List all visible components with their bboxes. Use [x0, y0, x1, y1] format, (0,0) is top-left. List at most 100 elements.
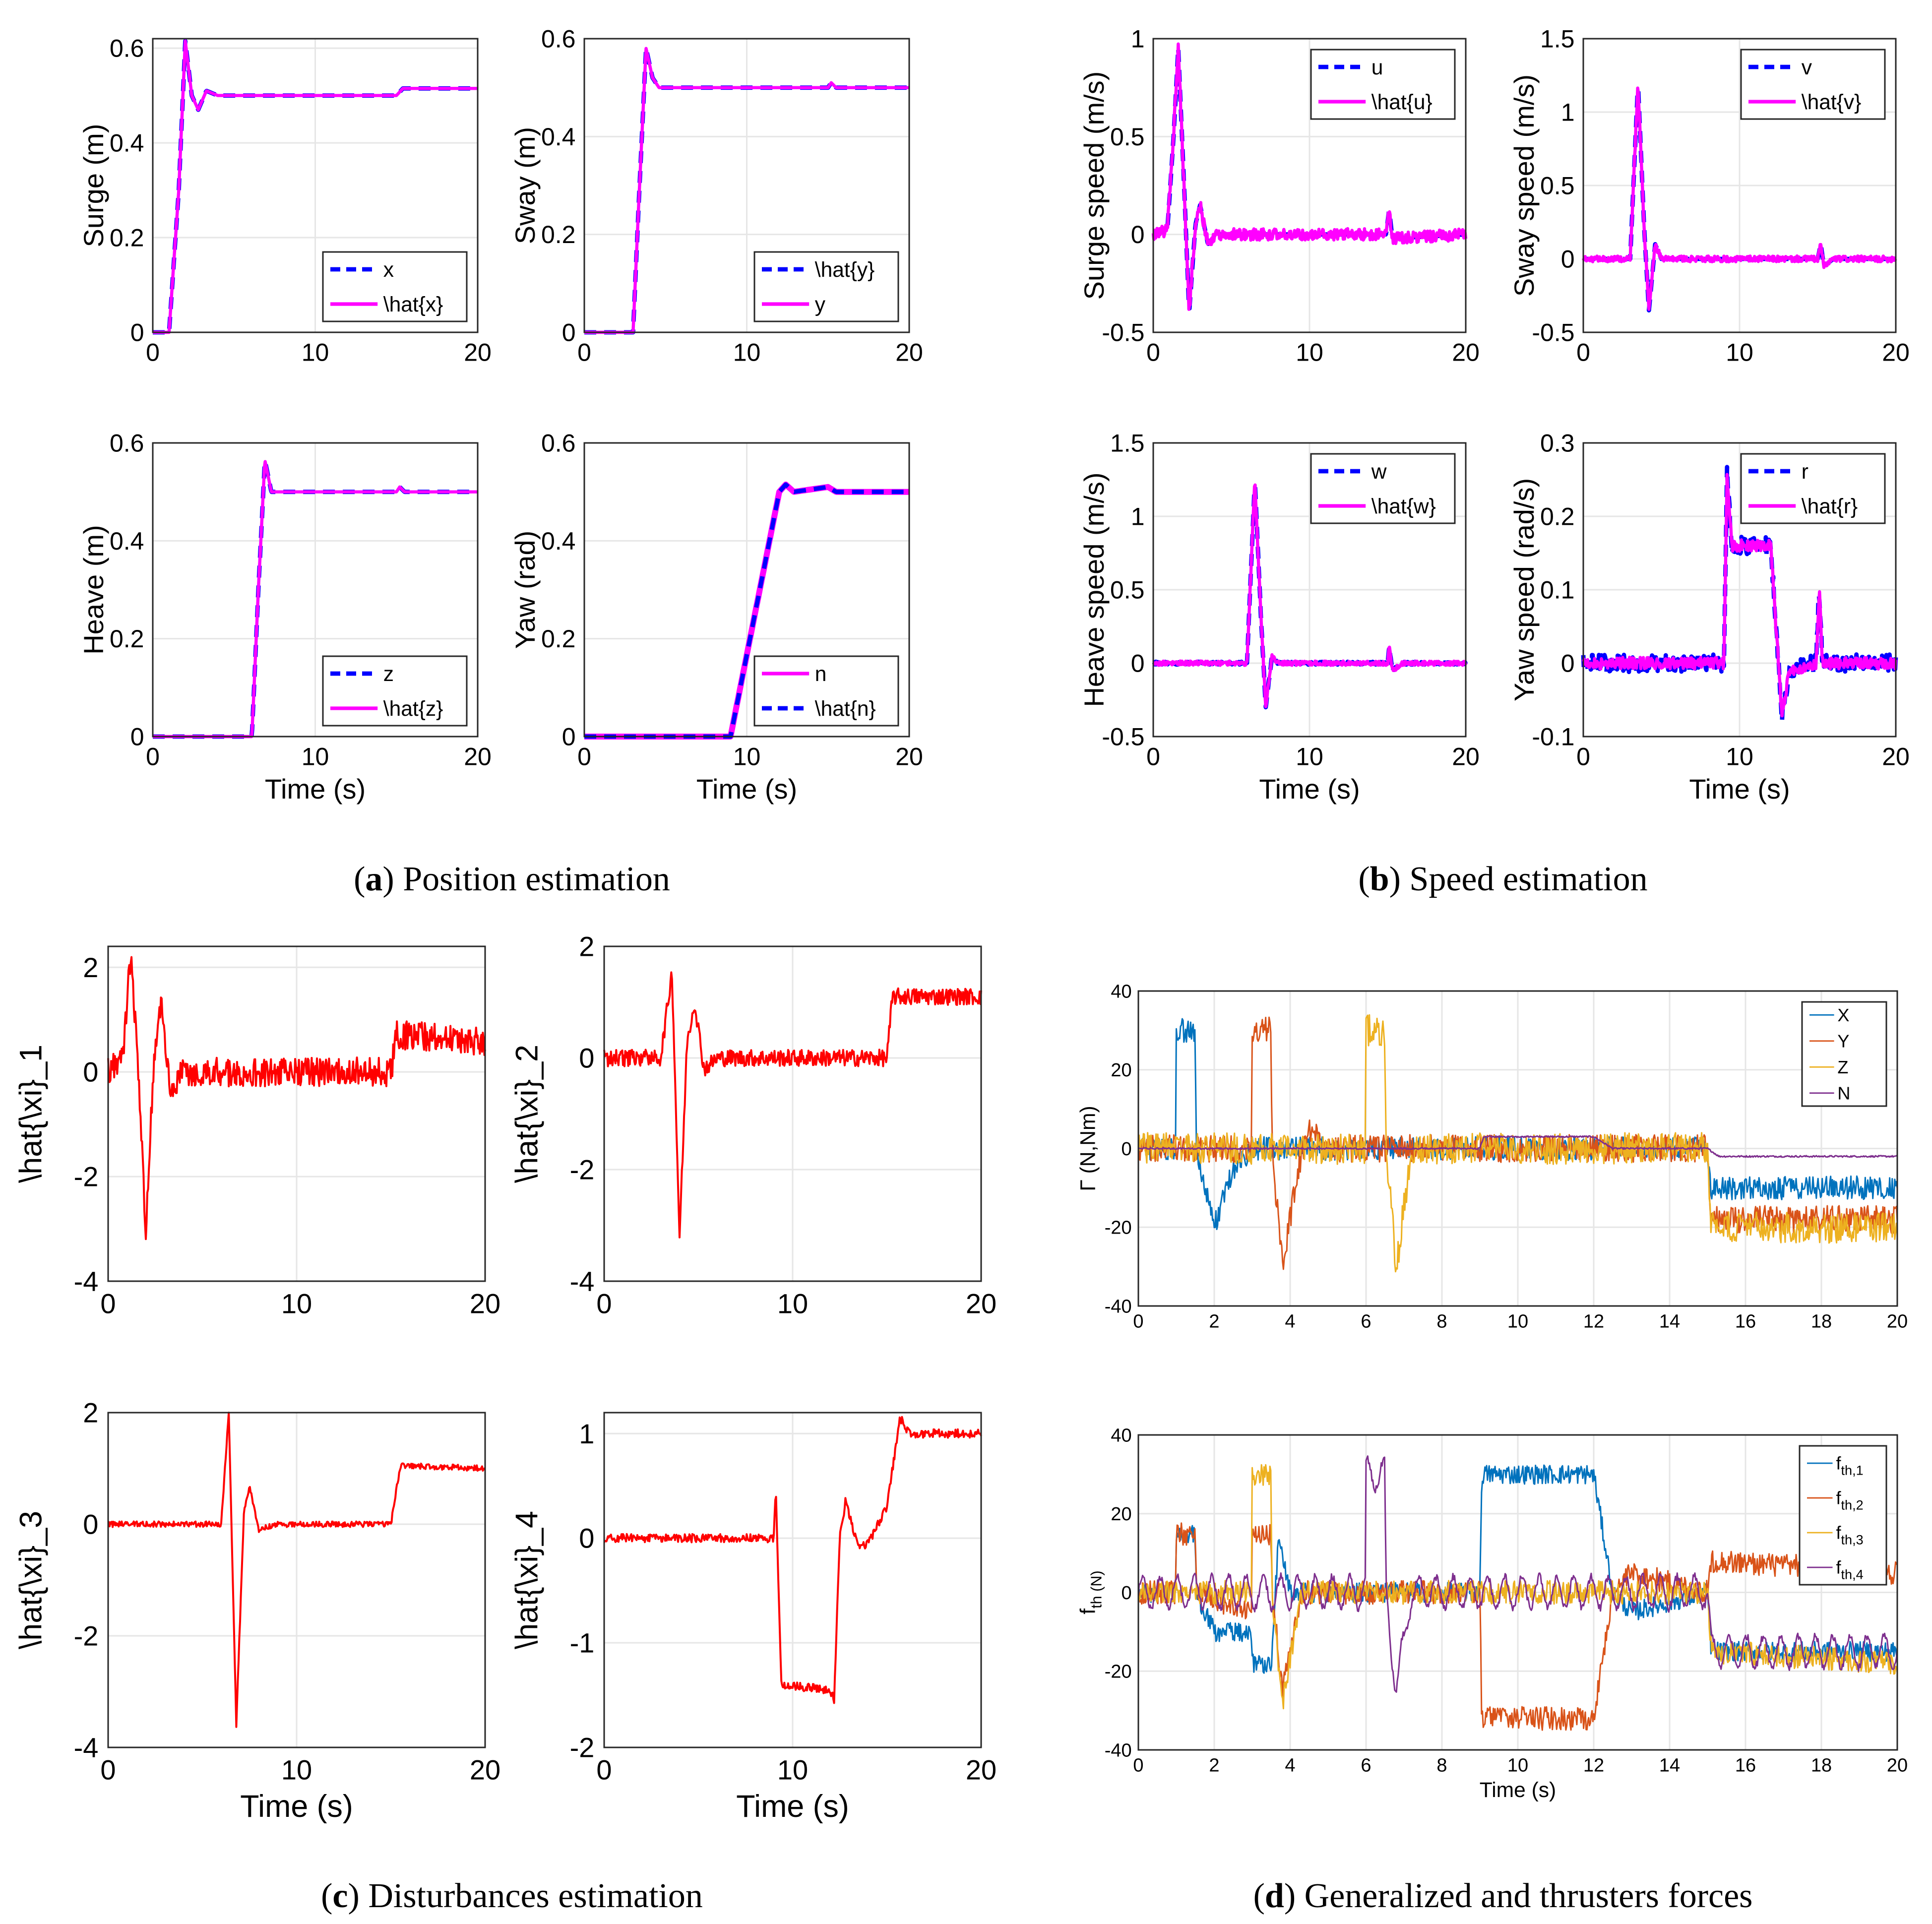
y-tick-label: 0.6 [541, 25, 576, 53]
x-tick-label: 2 [1209, 1755, 1219, 1776]
x-tick-label: 12 [1583, 1311, 1604, 1332]
caption-b-label: b [1370, 860, 1389, 898]
y-tick-label: 1 [579, 1418, 594, 1449]
caption-b-text: Speed estimation [1401, 860, 1648, 898]
y-tick-label: 0.2 [541, 625, 576, 653]
caption-a: (a) Position estimation [354, 860, 670, 898]
series-line-hatr [1581, 473, 1898, 718]
series-line-xi2 [603, 971, 982, 1239]
legend-box [1799, 1445, 1887, 1586]
legend-box [1740, 49, 1886, 120]
x-axis-label: Time (s) [265, 773, 366, 805]
y-axis-label: \hat{\xi}_3 [14, 1511, 49, 1649]
axes-box [1582, 38, 1897, 333]
x-tick-label: 20 [464, 743, 492, 771]
chart-surge: 0 10 20 0 0.2 0.4 0.6 Surge (m) x \hat{x} [78, 35, 492, 367]
y-tick-label: -0.5 [1102, 319, 1144, 347]
x-axis-label: Time (s) [1259, 773, 1360, 805]
y-tick-label: 0.5 [1110, 576, 1145, 604]
legend-label: \hat{u} [1371, 91, 1433, 114]
axes-box [1137, 990, 1898, 1307]
y-axis-label: \hat{\xi}_1 [14, 1045, 49, 1183]
y-tick-label: 0 [83, 1056, 98, 1088]
legend-label: n [815, 663, 827, 686]
x-axis-label: Time (s) [1689, 773, 1790, 805]
x-tick-label: 20 [464, 339, 492, 367]
y-tick-label: 0.4 [110, 527, 144, 555]
chart-xi4: 0 10 20 -2 -1 0 1 Time (s) \hat{\xi}_4 [510, 1412, 997, 1824]
x-tick-label: 10 [1726, 743, 1753, 771]
y-tick-label: -20 [1105, 1218, 1132, 1239]
chart-yaw: 0 10 20 0 0.2 0.4 0.6 Time (s) Yaw (rad) n \hat{n} [509, 430, 923, 805]
y-axis-label: Sway speed (m/s) [1508, 74, 1540, 297]
axes-box [583, 38, 910, 333]
y-tick-label: 0.5 [1540, 172, 1575, 200]
caption-d: (d) Generalized and thrusters forces [1253, 1877, 1753, 1915]
y-axis-label: Yaw (rad) [509, 531, 541, 649]
x-tick-label: 20 [1452, 339, 1480, 367]
y-axis-label: Surge speed (m/s) [1078, 71, 1110, 300]
x-tick-label: 14 [1659, 1311, 1680, 1332]
series-line-hatu [1151, 42, 1468, 311]
x-tick-label: 0 [146, 339, 160, 367]
x-tick-label: 10 [733, 339, 761, 367]
x-tick-label: 20 [966, 1754, 997, 1785]
x-tick-label: 0 [1576, 339, 1590, 367]
legend-label: x [383, 258, 394, 282]
x-axis-label: Time (s) [696, 773, 797, 805]
x-tick-label: 16 [1735, 1755, 1756, 1776]
y-tick-label: -1 [570, 1627, 595, 1659]
x-tick-label: 10 [281, 1288, 312, 1319]
legend-box [1310, 453, 1456, 524]
axes-box [107, 1412, 486, 1748]
x-tick-label: 0 [1133, 1755, 1143, 1776]
y-tick-label: 0.3 [1540, 430, 1575, 457]
x-tick-label: 10 [1507, 1311, 1528, 1332]
caption-c-text: Disturbances estimation [360, 1877, 703, 1915]
y-tick-label: 2 [83, 1397, 98, 1428]
axes-box [107, 945, 486, 1282]
x-tick-label: 2 [1209, 1311, 1219, 1332]
y-tick-label: -0.5 [1532, 319, 1574, 347]
y-tick-label: 0.2 [110, 625, 144, 653]
series-line-fth2 [1137, 1522, 1898, 1731]
axes-box [152, 442, 479, 738]
legend-label: fth,3 [1836, 1523, 1864, 1548]
series-line-xi4 [603, 1416, 982, 1704]
y-tick-label: -4 [74, 1732, 99, 1763]
series-line-hatx [152, 39, 479, 334]
x-tick-label: 0 [596, 1754, 612, 1785]
legend: v \hat{v} [1740, 49, 1886, 120]
x-tick-label: 18 [1811, 1755, 1832, 1776]
legend: r \hat{r} [1740, 453, 1886, 524]
legend-label: fth,1 [1836, 1453, 1864, 1478]
x-tick-label: 10 [1296, 339, 1323, 367]
y-tick-label: 2 [83, 952, 98, 983]
series-line-xi3 [107, 1412, 486, 1728]
y-tick-label: 0 [1561, 246, 1575, 273]
chart-heave: 0 10 20 0 0.2 0.4 0.6 Time (s) Heave (m) z \hat{z} [78, 430, 492, 805]
caption-a-label: a [365, 860, 382, 898]
axes-box [1152, 442, 1467, 738]
y-tick-label: 0.2 [541, 221, 576, 248]
series-line-N [1137, 1135, 1898, 1158]
y-tick-label: 1.5 [1110, 430, 1145, 457]
legend-box [1310, 49, 1456, 120]
x-tick-label: 20 [895, 339, 923, 367]
y-tick-label: 0 [562, 723, 576, 751]
y-tick-label: -0.5 [1102, 723, 1144, 751]
chart-thruster-forces: 0 2 4 6 8 10 12 14 16 18 20 -40 -20 0 20 40 Time (s) fth … [1076, 1425, 1908, 1802]
x-tick-label: 6 [1361, 1755, 1371, 1776]
x-tick-label: 10 [302, 339, 329, 367]
y-tick-label: -2 [570, 1154, 595, 1185]
x-axis-label: Time (s) [240, 1789, 353, 1824]
legend-label: u [1371, 56, 1383, 79]
y-tick-label: 2 [579, 931, 594, 962]
axes-box [583, 442, 910, 738]
legend-label: Y [1837, 1031, 1849, 1051]
series-line-xi1 [107, 956, 486, 1241]
y-tick-label: 0.4 [541, 527, 576, 555]
axes-box [1137, 1434, 1898, 1751]
